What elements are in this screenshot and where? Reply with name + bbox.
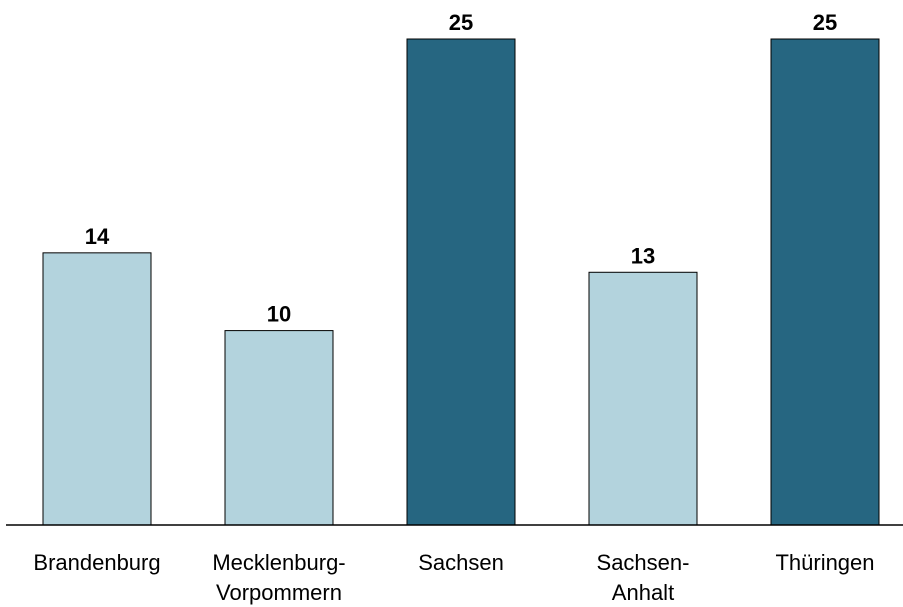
x-tick-label-0: Brandenburg (33, 550, 160, 575)
x-tick-label-4: Thüringen (775, 550, 874, 575)
x-tick-label-3-line-1: Anhalt (612, 580, 674, 605)
data-labels-layer: 14 10 25 13 25 (85, 10, 837, 327)
bar-2 (406, 38, 516, 526)
data-label-4: 25 (813, 10, 837, 35)
x-tick-label-3-line-0: Sachsen- (597, 550, 690, 575)
x-tick-label-1-line-1: Vorpommern (216, 580, 342, 605)
bars-layer (42, 38, 880, 526)
x-tick-label-0-line-0: Brandenburg (33, 550, 160, 575)
x-tick-label-4-line-0: Thüringen (775, 550, 874, 575)
bar-1 (224, 330, 334, 526)
x-tick-label-1: Mecklenburg- Vorpommern (212, 550, 345, 605)
x-tick-label-1-line-0: Mecklenburg- (212, 550, 345, 575)
bar-4 (770, 38, 880, 526)
data-label-0: 14 (85, 224, 110, 249)
bar-0 (42, 252, 152, 526)
data-label-2: 25 (449, 10, 473, 35)
data-label-3: 13 (631, 243, 655, 268)
x-tick-label-3: Sachsen- Anhalt (597, 550, 690, 605)
x-tick-label-2-line-0: Sachsen (418, 550, 504, 575)
x-tick-label-2: Sachsen (418, 550, 504, 575)
x-tick-labels-layer: Brandenburg Mecklenburg- Vorpommern Sachsen… (33, 550, 874, 605)
bar-3 (588, 271, 698, 526)
data-label-1: 10 (267, 302, 291, 327)
